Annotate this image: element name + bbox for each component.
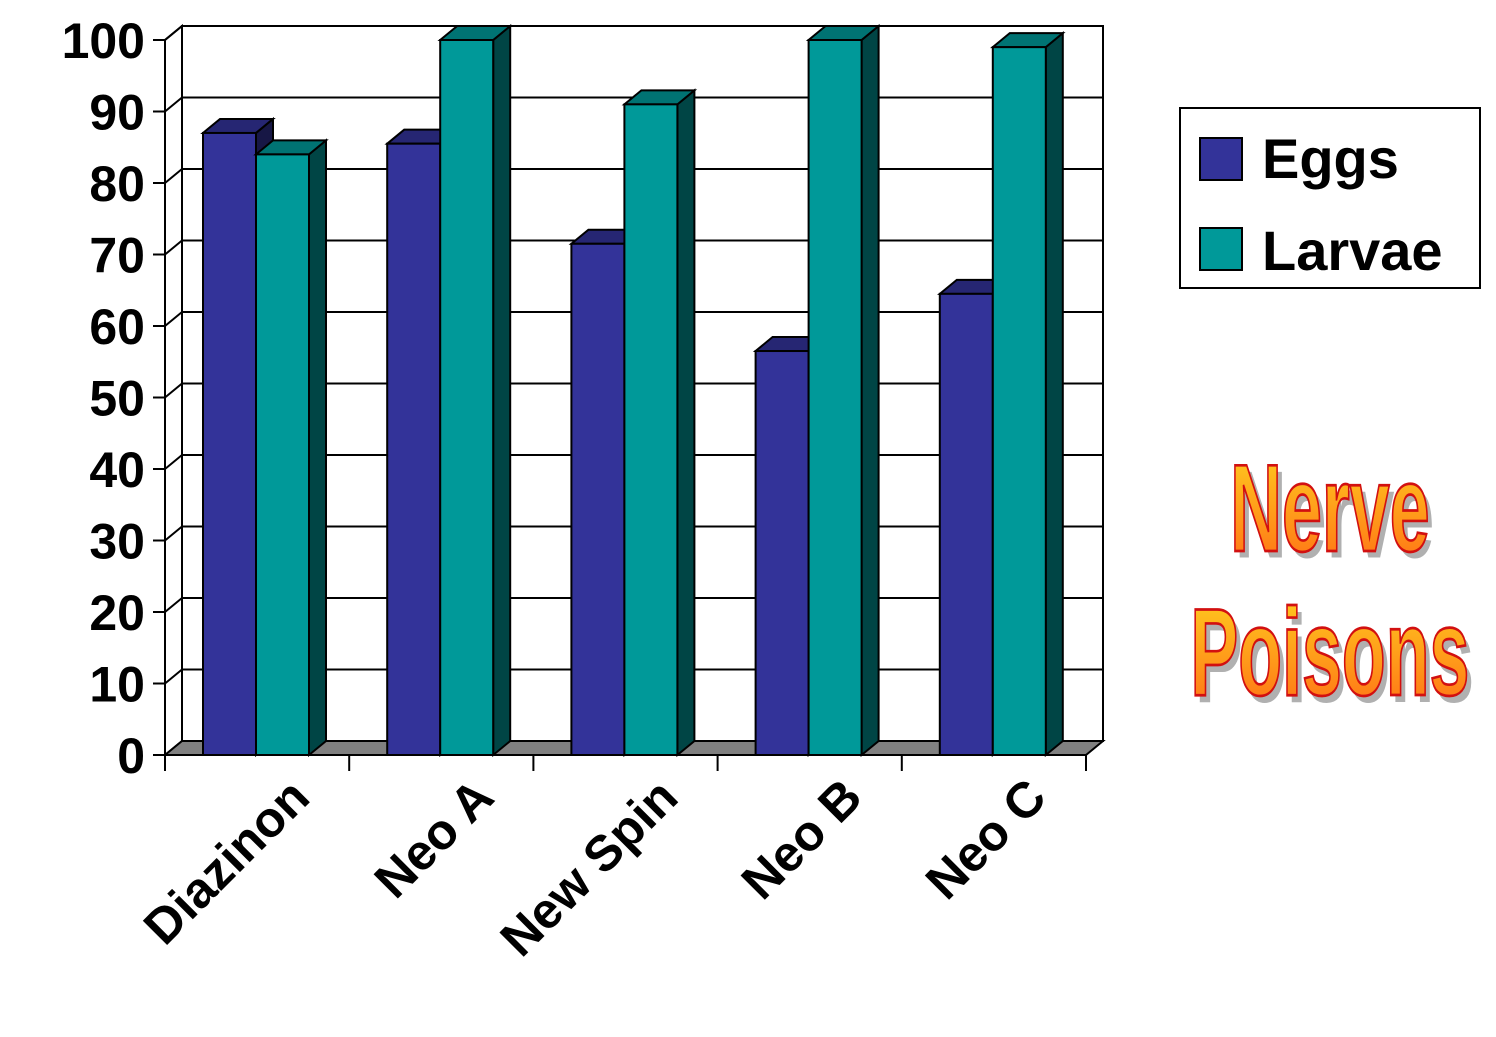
annotation-line-1: Nerve <box>1230 439 1429 577</box>
bar-front <box>938 292 994 756</box>
legend-label-eggs: Eggs <box>1262 127 1399 190</box>
bar-front <box>807 39 863 756</box>
annotation-line-2-shadow: Poisons <box>1195 591 1474 729</box>
x-tick-label: Neo C <box>915 768 1057 910</box>
bar-front <box>202 131 257 756</box>
bar-front <box>439 39 495 756</box>
x-tick-label: Neo A <box>364 768 504 908</box>
annotation-line-1-shadow: Nerve <box>1235 446 1434 584</box>
bar-larvae-new-spin <box>621 88 698 758</box>
y-tick-label: 20 <box>89 585 145 641</box>
y-tick-label: 50 <box>89 371 145 427</box>
y-tick-label: 10 <box>89 657 145 713</box>
gridline-side <box>164 239 183 256</box>
gridline-side <box>164 168 183 184</box>
bar-front <box>386 142 442 757</box>
bar-side <box>676 88 696 758</box>
annotation-line-2: Poisons <box>1190 584 1469 722</box>
bar-front <box>991 46 1047 756</box>
legend-swatch-eggs <box>1199 137 1243 181</box>
gridline-side <box>164 668 183 685</box>
gridline-side <box>164 96 183 113</box>
y-tick-label: 80 <box>89 156 145 212</box>
y-tick-label: 30 <box>89 514 145 570</box>
x-tick-label: New Spin <box>490 768 689 967</box>
legend-label-larvae: Larvae <box>1262 219 1443 282</box>
bar-side <box>308 138 327 758</box>
y-tick-label: 90 <box>89 85 145 141</box>
gridline-side <box>164 382 183 399</box>
bar-front <box>623 103 679 757</box>
gridline-side <box>164 25 183 41</box>
bar-front <box>754 350 810 756</box>
bar-larvae-diazinon <box>253 138 329 758</box>
bars <box>200 23 1066 758</box>
gridline-side <box>164 525 183 542</box>
gridline-side <box>164 597 183 613</box>
y-tick-label: 0 <box>117 728 145 784</box>
legend-swatch-larvae <box>1199 227 1243 271</box>
x-tick-label: Diazinon <box>133 768 320 955</box>
gridline-side <box>164 454 183 470</box>
y-tick-label: 60 <box>89 299 145 355</box>
bar-side <box>492 23 512 758</box>
y-tick-labels: 0 10 20 30 40 50 60 70 80 90 100 <box>62 13 145 784</box>
y-tick-label: 70 <box>89 228 145 284</box>
x-tick-label: Neo B <box>731 768 873 910</box>
annotation-nerve-poisons: Nerve Nerve Poisons Poisons <box>1189 438 1474 729</box>
y-tick-label: 100 <box>62 13 145 69</box>
y-tick-label: 40 <box>89 442 145 498</box>
bar-side <box>1044 31 1064 758</box>
bar-side <box>860 23 880 758</box>
legend: Eggs Larvae <box>1179 107 1481 289</box>
bar-larvae-neo-b <box>805 23 882 758</box>
bar-front <box>570 242 626 756</box>
bar-larvae-neo-c <box>990 31 1066 758</box>
gridline-side <box>164 311 183 327</box>
bar-larvae-neo-a <box>437 23 513 758</box>
bar-front <box>255 153 310 756</box>
